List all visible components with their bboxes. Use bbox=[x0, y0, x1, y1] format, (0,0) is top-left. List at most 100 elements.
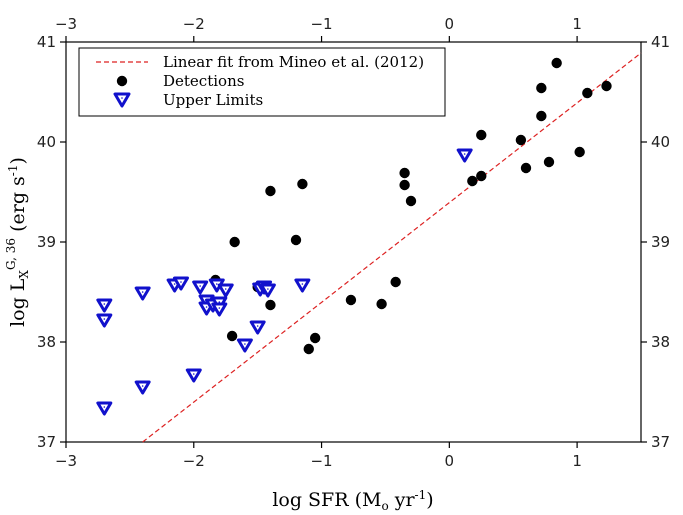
upper-limit-point bbox=[217, 283, 234, 298]
upper-limit-marker bbox=[456, 148, 473, 163]
upper-limit-center bbox=[256, 325, 259, 327]
legend-box bbox=[78, 47, 446, 117]
detection-point bbox=[467, 175, 478, 187]
upper-limit-point bbox=[134, 380, 151, 395]
upper-limit-point bbox=[192, 280, 209, 295]
y-tick-label-left: 40 bbox=[37, 133, 56, 151]
legend: Linear fit from Mineo et al. (2012) Dete… bbox=[78, 47, 446, 117]
detection-point bbox=[290, 234, 302, 246]
upper-limit-center bbox=[218, 307, 221, 309]
upper-limit-marker bbox=[185, 368, 202, 383]
detection-point bbox=[582, 87, 593, 99]
detection-point bbox=[405, 195, 417, 207]
upper-limit-center bbox=[205, 306, 208, 308]
upper-limit-center bbox=[199, 285, 201, 287]
upper-limit-center bbox=[301, 283, 304, 285]
legend-detections-label: Detections bbox=[163, 72, 244, 90]
y-tick-label-left: 41 bbox=[37, 33, 56, 51]
x-tick-label-top: 0 bbox=[445, 15, 455, 33]
upper-limit-center bbox=[141, 291, 144, 293]
legend-detections-swatch bbox=[116, 75, 128, 87]
upper-limit-point bbox=[173, 276, 189, 291]
upper-limit-marker bbox=[259, 283, 276, 298]
upper-limit-marker bbox=[192, 280, 209, 295]
upper-limit-point bbox=[134, 286, 151, 301]
upper-limit-marker bbox=[134, 286, 151, 301]
x-tick-label-top: 1 bbox=[572, 15, 582, 33]
upper-limit-center bbox=[244, 343, 246, 345]
upper-limit-point bbox=[96, 313, 113, 328]
detection-point bbox=[265, 299, 276, 311]
upper-limit-center bbox=[141, 385, 144, 387]
upper-limit-center bbox=[463, 153, 466, 155]
upper-limit-marker bbox=[96, 298, 113, 313]
detection-point bbox=[345, 294, 357, 306]
y-tick-label-left: 38 bbox=[37, 333, 56, 351]
y-tick-label-right: 41 bbox=[651, 33, 670, 51]
upper-limit-marker bbox=[211, 302, 228, 317]
y-tick-label-right: 38 bbox=[651, 333, 670, 351]
upper-limit-center bbox=[103, 406, 106, 408]
detection-point bbox=[390, 276, 401, 288]
x-tick-label-bottom: −1 bbox=[310, 452, 332, 470]
x-tick-label-bottom: 1 bbox=[572, 452, 582, 470]
series-layer bbox=[96, 52, 642, 443]
detection-point bbox=[601, 80, 612, 92]
detection-point bbox=[226, 330, 238, 342]
upper-limit-point bbox=[211, 302, 228, 317]
detection-point bbox=[303, 343, 314, 355]
legend-upper-limits-dot bbox=[121, 97, 123, 99]
y-tick-label-left: 37 bbox=[37, 433, 56, 451]
upper-limit-marker bbox=[294, 278, 311, 293]
fit-line bbox=[142, 52, 642, 443]
detection-point bbox=[551, 57, 562, 69]
x-tick-label-bottom: −2 bbox=[183, 452, 205, 470]
upper-limit-center bbox=[215, 283, 218, 285]
detection-point bbox=[265, 185, 276, 197]
legend-upper-limits-swatch bbox=[113, 92, 131, 108]
detection-point bbox=[520, 162, 532, 174]
x-axis-title: log SFR (Mo yr-1) bbox=[272, 488, 433, 513]
upper-limit-center bbox=[180, 281, 182, 283]
upper-limit-marker bbox=[96, 401, 113, 416]
detection-point bbox=[309, 332, 321, 344]
upper-limit-marker bbox=[96, 313, 113, 328]
detection-point bbox=[376, 298, 387, 310]
detection-point bbox=[536, 82, 547, 94]
detection-point bbox=[229, 236, 240, 248]
upper-limit-marker bbox=[173, 276, 189, 291]
upper-limit-center bbox=[224, 288, 227, 290]
legend-upper-limits-label: Upper Limits bbox=[163, 91, 263, 109]
upper-limit-center bbox=[103, 303, 106, 305]
upper-limit-point bbox=[456, 148, 473, 163]
detection-point bbox=[543, 156, 555, 168]
detection-point bbox=[399, 167, 410, 179]
detection-point bbox=[297, 178, 308, 190]
upper-limit-point bbox=[96, 298, 113, 313]
legend-fit-label: Linear fit from Mineo et al. (2012) bbox=[163, 53, 424, 71]
x-tick-label-top: −2 bbox=[183, 15, 205, 33]
upper-limit-point bbox=[294, 278, 311, 293]
upper-limit-center bbox=[192, 373, 195, 375]
upper-limit-marker bbox=[134, 380, 151, 395]
upper-limit-point bbox=[96, 401, 113, 416]
upper-limit-marker bbox=[217, 283, 234, 298]
x-tick-label-top: −1 bbox=[310, 15, 332, 33]
detection-point bbox=[536, 110, 547, 122]
detection-point bbox=[476, 170, 487, 182]
upper-limit-point bbox=[185, 368, 202, 383]
y-tick-label-left: 39 bbox=[37, 233, 56, 251]
x-tick-label-top: −3 bbox=[55, 15, 77, 33]
detection-point bbox=[515, 134, 527, 146]
upper-limit-center bbox=[267, 288, 269, 290]
y-tick-label-right: 40 bbox=[651, 133, 670, 151]
upper-limit-point bbox=[236, 338, 253, 353]
tick-layer: −3 −3 −2 −2 −1 −1 0 0 1 1 37 37 38 38 39 39 40 40 41 41 bbox=[37, 15, 670, 470]
upper-limit-center bbox=[218, 301, 221, 303]
upper-limit-center bbox=[103, 318, 106, 320]
y-tick-label-right: 37 bbox=[651, 433, 670, 451]
upper-limit-marker bbox=[236, 338, 253, 353]
detection-point bbox=[399, 179, 410, 191]
upper-limit-marker bbox=[249, 320, 266, 335]
y-tick-label-right: 39 bbox=[651, 233, 670, 251]
